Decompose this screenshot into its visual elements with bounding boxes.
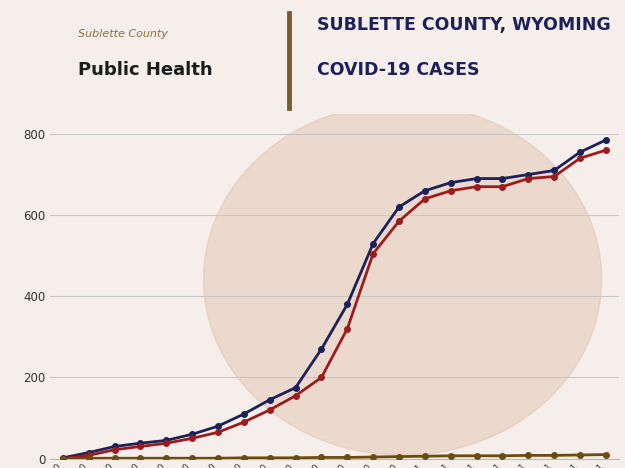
- Text: Sublette County: Sublette County: [79, 29, 168, 39]
- Text: Public Health: Public Health: [79, 61, 213, 80]
- Text: COVID-19 CASES: COVID-19 CASES: [318, 61, 480, 80]
- Ellipse shape: [204, 103, 602, 455]
- Text: SUBLETTE COUNTY, WYOMING: SUBLETTE COUNTY, WYOMING: [318, 15, 611, 34]
